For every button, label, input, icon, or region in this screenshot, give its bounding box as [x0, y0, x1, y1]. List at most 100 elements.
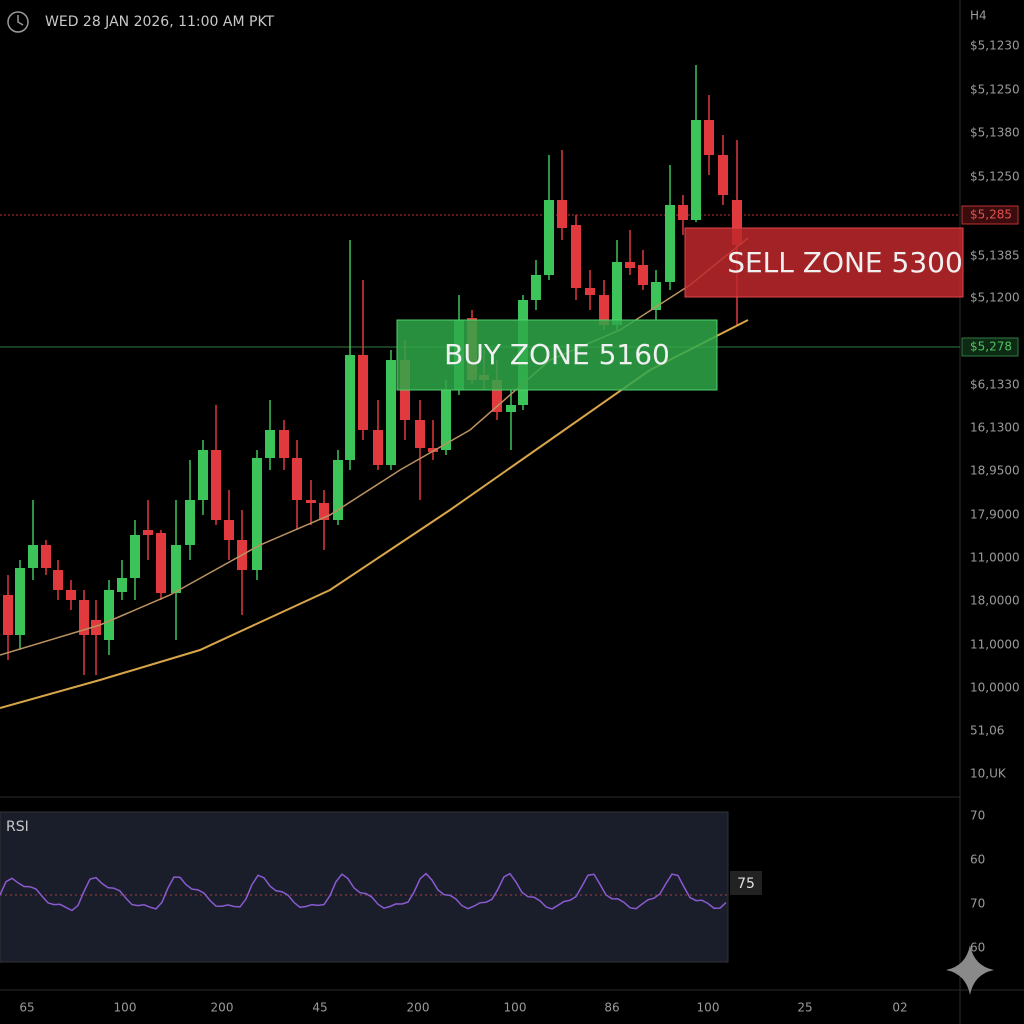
candle-body [386, 360, 396, 465]
time-label: 100 [114, 1001, 137, 1015]
candle-body [15, 568, 25, 635]
price-label: $6,1330 [970, 378, 1020, 392]
buy-price-tag-text: $5,278 [970, 340, 1012, 354]
candle-body [718, 155, 728, 195]
candle-body [117, 578, 127, 592]
candle-body [599, 295, 609, 325]
candle-body [358, 355, 368, 430]
rsi-title: RSI [6, 819, 29, 835]
price-label: 10,0000 [970, 681, 1020, 695]
short-moving-average [0, 237, 749, 656]
rsi-value: 75 [737, 876, 755, 892]
candle-body [41, 545, 51, 568]
candle-body [91, 620, 101, 635]
candle-body [638, 265, 648, 285]
candle-body [3, 595, 13, 635]
sell-zone-label: SELL ZONE 5300 [727, 246, 963, 279]
candle-body [492, 380, 502, 412]
candle-body [185, 500, 195, 545]
candle-body [506, 405, 516, 412]
candle-body [665, 205, 675, 282]
rsi-axis-label: 60 [970, 941, 985, 955]
price-label: 18,9500 [970, 464, 1020, 478]
time-label: 65 [19, 1001, 34, 1015]
sell-zone [684, 227, 964, 298]
candle-body [531, 275, 541, 300]
candle-body [211, 450, 221, 520]
price-label: 11,0000 [970, 551, 1020, 565]
candle-body [544, 200, 554, 275]
price-label: $5,1230 [970, 39, 1020, 53]
candle-body [691, 120, 701, 220]
candle-body [306, 500, 316, 503]
candle-body [415, 420, 425, 448]
price-label: $5,1200 [970, 291, 1020, 305]
price-label: $5,1250 [970, 83, 1020, 97]
sell-price-tag-text: $5,285 [970, 208, 1012, 222]
timeframe: H4 [970, 9, 987, 23]
candle-body [279, 430, 289, 458]
candle-body [373, 430, 383, 465]
candle-body [585, 288, 595, 295]
price-label: 17,9000 [970, 508, 1020, 522]
price-label: 10,UK [970, 767, 1007, 781]
candle-body [171, 545, 181, 593]
candle-body [345, 355, 355, 460]
buy-zone [396, 319, 718, 391]
candle-body [156, 533, 166, 593]
time-label: 100 [504, 1001, 527, 1015]
candle-body [79, 600, 89, 635]
clock-hands [17, 15, 24, 26]
candle-body [625, 262, 635, 268]
candle-body [319, 503, 329, 520]
price-label: $5,1250 [970, 170, 1020, 184]
candle-body [333, 460, 343, 520]
candle-body [557, 200, 567, 228]
price-label: 11,0000 [970, 638, 1020, 652]
candle-body [265, 430, 275, 458]
candle-body [612, 262, 622, 325]
watermark-icon [946, 945, 994, 995]
price-label: 51,06 [970, 724, 1004, 738]
time-label: 25 [797, 1001, 812, 1015]
candle-body [53, 570, 63, 590]
candle-body [732, 200, 742, 245]
candle-body [28, 545, 38, 568]
rsi-axis-label: 70 [970, 897, 985, 911]
candle-body [224, 520, 234, 540]
time-label: 100 [697, 1001, 720, 1015]
candle-body [441, 390, 451, 450]
candle-body [678, 205, 688, 220]
time-label: 02 [892, 1001, 907, 1015]
rsi-axis-label: 60 [970, 853, 985, 867]
candle-body [104, 590, 114, 640]
candle-body [571, 225, 581, 288]
price-label: 16,1300 [970, 421, 1020, 435]
candle-body [252, 458, 262, 570]
time-label: 200 [211, 1001, 234, 1015]
price-label: $5,1385 [970, 249, 1020, 263]
rsi-axis-label: 70 [970, 809, 985, 823]
time-label: 200 [407, 1001, 430, 1015]
price-label: 18,0000 [970, 594, 1020, 608]
candle-body [66, 590, 76, 600]
buy-price-tag [961, 337, 1019, 357]
candle-body [198, 450, 208, 500]
candle-body [143, 530, 153, 535]
candle-body [704, 120, 714, 155]
datetime: WED 28 JAN 2026, 11:00 AM PKT [45, 14, 275, 30]
candle-body [292, 458, 302, 500]
sell-price-tag [961, 205, 1019, 225]
clock-icon [7, 11, 29, 33]
price-label: $5,1380 [970, 126, 1020, 140]
buy-zone-label: BUY ZONE 5160 [444, 338, 670, 371]
time-label: 45 [312, 1001, 327, 1015]
candle-body [651, 282, 661, 310]
rsi-line [0, 872, 727, 912]
candle-body [428, 448, 438, 452]
time-label: 86 [604, 1001, 619, 1015]
candle-body [130, 535, 140, 578]
rsi-value-box [730, 871, 762, 895]
rsi-panel [0, 811, 729, 963]
